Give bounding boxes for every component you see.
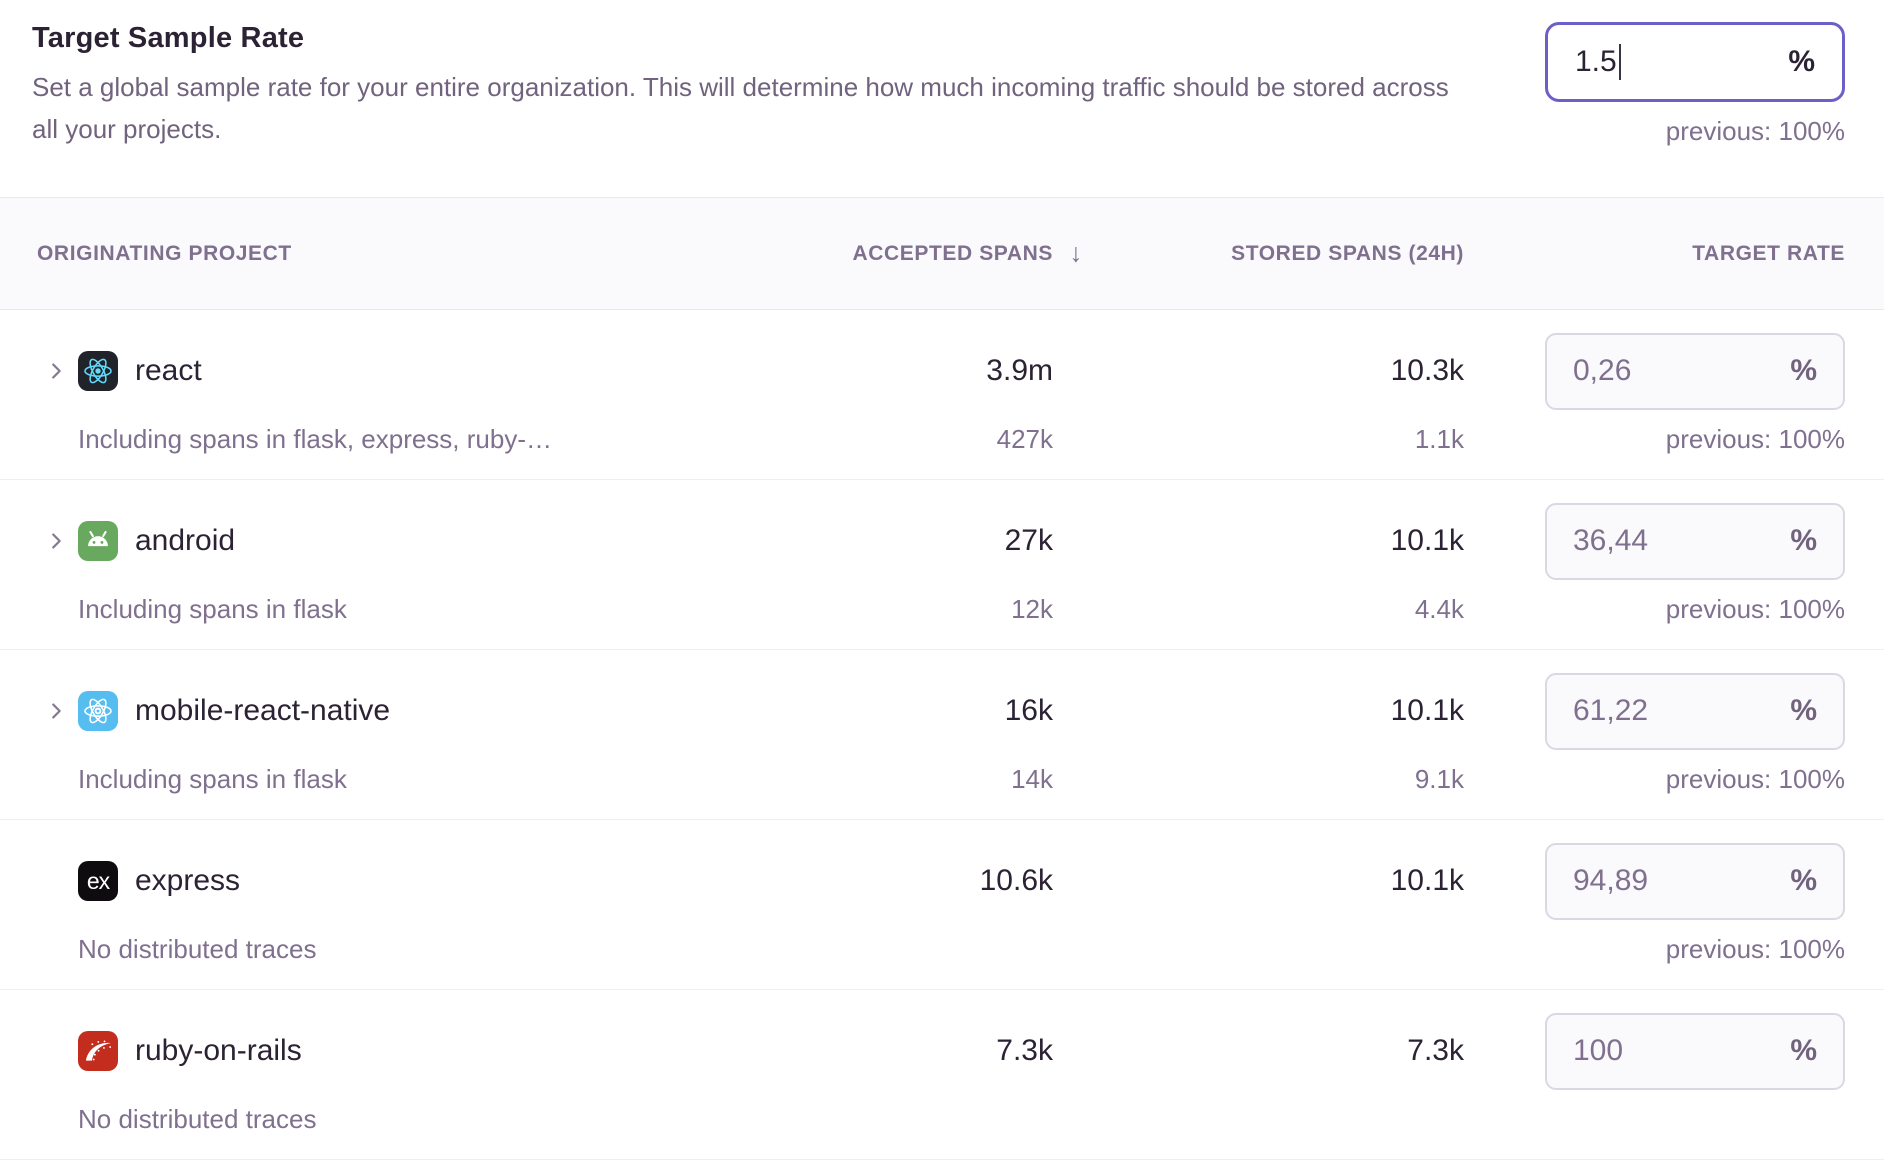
stored-spans-value: 10.3k xyxy=(1390,354,1464,387)
target-rate-input[interactable]: 100 % xyxy=(1545,1012,1845,1090)
target-sample-rate-section: Target Sample Rate Set a global sample r… xyxy=(0,0,1884,155)
accepted-spans-value: 10.6k xyxy=(979,864,1053,897)
distributed-traces-note: No distributed traces xyxy=(78,933,317,964)
global-sample-rate-value: 1.5 xyxy=(1575,44,1621,80)
percent-sign: % xyxy=(1790,1034,1817,1067)
react-platform-icon xyxy=(78,351,118,391)
sub-accepted-spans: 14k xyxy=(1011,763,1053,794)
project-row-react: react 3.9m 10.3k 0,26 % Including spans … xyxy=(0,310,1884,480)
project-name[interactable]: mobile-react-native xyxy=(135,694,391,727)
react-native-platform-icon xyxy=(78,691,118,731)
column-header-accepted-spans[interactable]: ACCEPTED SPANS ↓ xyxy=(852,236,1083,267)
project-name[interactable]: react xyxy=(135,354,202,387)
percent-sign: % xyxy=(1790,354,1817,387)
previous-rate-label: previous: 100% xyxy=(1665,116,1845,146)
target-rate-value: 94,89 xyxy=(1573,864,1649,897)
table-header: ORIGINATING PROJECT ACCEPTED SPANS ↓ STOR… xyxy=(0,197,1884,310)
percent-sign: % xyxy=(1790,524,1817,557)
target-rate-value: 100 xyxy=(1573,1034,1624,1067)
page-description: Set a global sample rate for your entire… xyxy=(32,72,1449,144)
target-rate-value: 61,22 xyxy=(1573,694,1649,727)
stored-spans-value: 7.3k xyxy=(1407,1034,1464,1067)
project-name[interactable]: express xyxy=(135,864,241,897)
project-row-ruby-on-rails: ruby-on-rails 7.3k 7.3k 100 % No distrib… xyxy=(0,990,1884,1160)
distributed-traces-note: Including spans in flask, express, ruby-… xyxy=(78,423,552,454)
accepted-spans-value: 27k xyxy=(1004,524,1053,557)
percent-sign: % xyxy=(1790,694,1817,727)
accepted-spans-value: 7.3k xyxy=(996,1034,1053,1067)
target-rate-value: 0,26 xyxy=(1573,354,1632,387)
express-platform-icon: ex xyxy=(78,861,118,901)
project-row-android: android 27k 10.1k 36,44 % Including span… xyxy=(0,480,1884,650)
sort-descending-icon: ↓ xyxy=(1069,236,1083,267)
rails-platform-icon xyxy=(78,1031,118,1071)
sub-stored-spans: 1.1k xyxy=(1414,423,1464,454)
android-platform-icon xyxy=(78,521,118,561)
stored-spans-value: 10.1k xyxy=(1390,694,1464,727)
sub-accepted-spans: 427k xyxy=(996,423,1053,454)
project-row-mobile-react-native: mobile-react-native 16k 10.1k 61,22 % In… xyxy=(0,650,1884,820)
sub-accepted-spans: 12k xyxy=(1011,593,1053,624)
project-name[interactable]: android xyxy=(135,524,236,557)
expand-chevron-icon[interactable] xyxy=(45,530,78,552)
target-rate-input[interactable]: 94,89 % xyxy=(1545,842,1845,920)
sub-stored-spans: 4.4k xyxy=(1414,593,1464,624)
expand-chevron-icon[interactable] xyxy=(45,360,78,382)
global-sample-rate-input[interactable]: 1.5 % xyxy=(1545,22,1845,102)
target-rate-input[interactable]: 0,26 % xyxy=(1545,332,1845,410)
percent-sign: % xyxy=(1788,45,1815,78)
target-rate-input[interactable]: 61,22 % xyxy=(1545,672,1845,750)
distributed-traces-note: No distributed traces xyxy=(78,1103,317,1134)
accepted-spans-value: 3.9m xyxy=(986,354,1053,387)
percent-sign: % xyxy=(1790,864,1817,897)
column-header-originating-project: ORIGINATING PROJECT xyxy=(37,241,292,265)
accepted-spans-value: 16k xyxy=(1004,694,1053,727)
stored-spans-value: 10.1k xyxy=(1390,524,1464,557)
previous-rate-label: previous: 100% xyxy=(1665,423,1845,454)
previous-rate-label: previous: 100% xyxy=(1665,933,1845,964)
previous-rate-label: previous: 100% xyxy=(1665,593,1845,624)
project-name[interactable]: ruby-on-rails xyxy=(135,1034,302,1067)
project-row-express: ex express 10.6k 10.1k 94,89 % No distri… xyxy=(0,820,1884,990)
distributed-traces-note: Including spans in flask xyxy=(78,593,347,624)
distributed-traces-note: Including spans in flask xyxy=(78,763,347,794)
expand-chevron-icon[interactable] xyxy=(45,700,78,722)
page-title: Target Sample Rate xyxy=(32,22,305,54)
previous-rate-label: previous: 100% xyxy=(1665,763,1845,794)
column-header-stored-spans[interactable]: STORED SPANS (24H) xyxy=(1231,241,1464,265)
target-rate-value: 36,44 xyxy=(1573,524,1649,557)
target-rate-input[interactable]: 36,44 % xyxy=(1545,502,1845,580)
stored-spans-value: 10.1k xyxy=(1390,864,1464,897)
text-cursor xyxy=(1618,44,1621,80)
sub-stored-spans: 9.1k xyxy=(1414,763,1464,794)
column-header-target-rate: TARGET RATE xyxy=(1692,241,1845,265)
